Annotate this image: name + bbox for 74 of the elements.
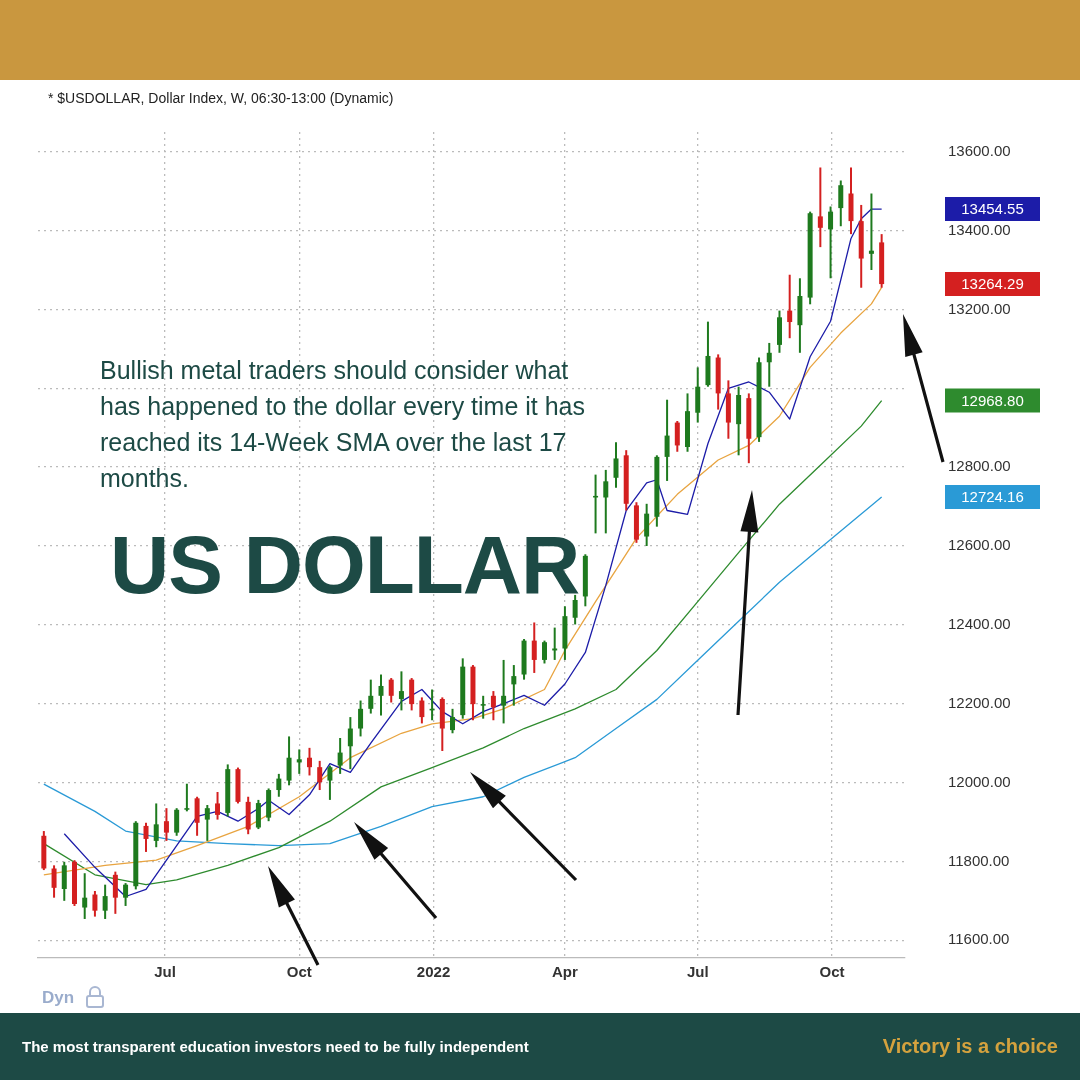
candlestick xyxy=(184,782,190,813)
y-tick-label: 12200.00 xyxy=(948,693,1011,711)
text: Victory is a choice xyxy=(882,1035,1058,1058)
y-tick-label: 12600.00 xyxy=(948,536,1011,554)
candlestick xyxy=(868,192,874,271)
candlestick xyxy=(358,699,364,738)
candlestick xyxy=(828,205,834,280)
y-tick-label: 13200.00 xyxy=(948,299,1011,317)
candlestick xyxy=(664,398,670,482)
y-tick-label: 11600.00 xyxy=(948,930,1010,948)
candlestick xyxy=(388,677,394,704)
candlestick xyxy=(102,883,108,920)
candlestick xyxy=(490,690,496,722)
candlestick xyxy=(174,807,180,837)
candlestick xyxy=(398,670,404,712)
candlestick xyxy=(82,872,88,920)
text: Dyn xyxy=(42,988,75,1008)
candlestick xyxy=(674,420,680,453)
candlestick xyxy=(215,791,221,821)
candlestick xyxy=(317,759,323,792)
candlestick xyxy=(204,804,210,842)
candlestick xyxy=(143,821,149,853)
text: 12724.16 xyxy=(961,488,1024,506)
x-tick-label: Jul xyxy=(154,963,176,981)
y-tick-label: 12000.00 xyxy=(948,772,1011,790)
candlestick xyxy=(327,764,333,801)
text: 13264.29 xyxy=(961,275,1024,293)
candlestick xyxy=(766,341,772,388)
candlestick xyxy=(511,664,517,707)
candlestick xyxy=(92,889,98,918)
candlestick xyxy=(552,626,558,661)
candlestick xyxy=(817,166,823,249)
candlestick xyxy=(378,673,384,717)
x-tick-label: Oct xyxy=(819,963,845,981)
candlestick xyxy=(51,864,57,899)
x-tick-label: Jul xyxy=(686,963,709,981)
y-tick-label: 13600.00 xyxy=(948,141,1011,159)
text: 13454.55 xyxy=(961,200,1024,218)
y-tick-label: 12800.00 xyxy=(948,457,1011,475)
candlestick xyxy=(501,658,507,725)
candlestick xyxy=(153,802,159,849)
y-tick-label: 13400.00 xyxy=(948,220,1011,238)
candlestick xyxy=(163,807,169,842)
text: US DOLLAR xyxy=(110,518,580,612)
candlestick xyxy=(112,870,118,915)
candlestick xyxy=(347,716,353,771)
chart-subtitle: * $USDOLLAR, Dollar Index, W, 06:30-13:00 (Dynamic) xyxy=(48,90,394,106)
candlestick xyxy=(61,860,67,902)
x-tick-label: 2022 xyxy=(416,963,451,981)
candlestick xyxy=(286,735,292,787)
candlestick xyxy=(276,772,282,798)
candlestick xyxy=(337,737,343,775)
y-tick-label: 11800.00 xyxy=(948,851,1010,869)
candlestick xyxy=(644,502,650,547)
candlestick xyxy=(572,593,578,626)
candlestick xyxy=(603,468,609,535)
candlestick xyxy=(531,621,537,674)
candlestick xyxy=(480,694,486,720)
candlestick xyxy=(450,707,456,735)
text: The most transparent education investors need to be fully independent xyxy=(22,1038,529,1055)
candlestick xyxy=(541,639,547,665)
y-tick-label: 12400.00 xyxy=(948,614,1011,632)
candlestick xyxy=(123,882,129,907)
candlestick xyxy=(368,678,374,715)
candlestick xyxy=(306,746,312,777)
text: 12968.80 xyxy=(961,391,1024,409)
candlestick xyxy=(296,748,302,775)
candlestick xyxy=(419,696,425,725)
candlestick xyxy=(613,441,619,489)
candlestick xyxy=(787,273,793,340)
candlestick xyxy=(838,179,844,228)
x-tick-label: Oct xyxy=(286,963,312,981)
annotation: Bullish metal traders should consider what has happened to the dollar every time it has reached its 14-Week SMA over the last 17 months. xyxy=(100,355,587,494)
x-tick-label: Apr xyxy=(551,963,578,981)
